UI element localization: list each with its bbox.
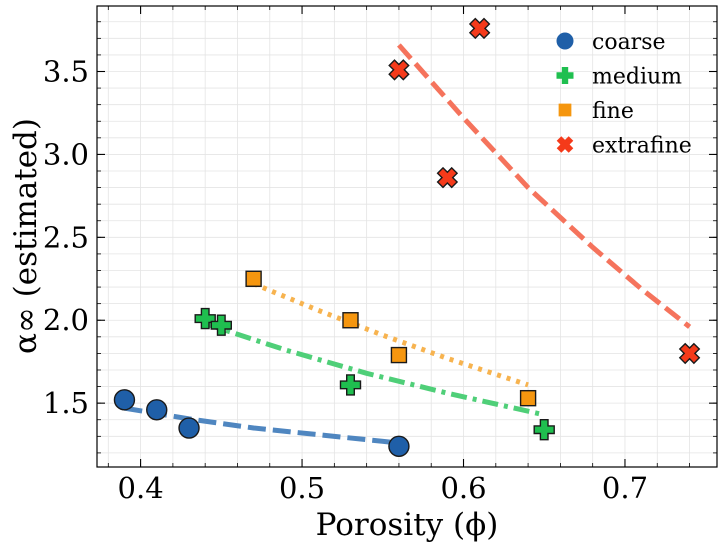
- point-medium: [194, 307, 216, 330]
- legend-marker-extrafine: [556, 136, 574, 153]
- y-tick-label: 2.5: [43, 220, 89, 254]
- point-medium: [339, 374, 362, 396]
- point-extrafine: [388, 59, 410, 81]
- legend-label-extrafine: extrafine: [592, 134, 692, 159]
- point-fine: [519, 389, 537, 407]
- plot-frame: [96, 5, 718, 468]
- fit-line-medium: [204, 321, 545, 418]
- legend: coarse medium fine extrafine: [556, 30, 692, 159]
- x-tick-label: 0.4: [118, 471, 164, 505]
- point-fine: [342, 312, 359, 329]
- point-medium: [210, 314, 232, 336]
- plot-area: [97, 6, 717, 467]
- x-tick-label: 0.7: [602, 471, 648, 505]
- y-tick-label: 2.0: [43, 303, 89, 337]
- point-medium: [533, 419, 555, 441]
- point-fine: [245, 270, 262, 287]
- x-tick-label: 0.5: [279, 471, 325, 505]
- legend-marker-medium: [556, 67, 574, 84]
- point-extrafine: [436, 166, 459, 189]
- point-coarse: [146, 399, 168, 421]
- legend-label-medium: medium: [592, 65, 682, 90]
- point-extrafine: [468, 17, 491, 40]
- legend-marker-coarse: [556, 32, 574, 50]
- legend-marker-fine: [558, 103, 572, 117]
- point-coarse: [388, 435, 410, 457]
- axis-ticks: 0.4 0.5 0.6 0.7 1.5 2.0 2.5 3.0 3.5: [43, 6, 717, 505]
- point-extrafine: [678, 342, 701, 365]
- y-tick-label: 3.0: [43, 137, 89, 171]
- data-points: [113, 17, 701, 457]
- point-fine: [390, 346, 408, 364]
- legend-label-coarse: coarse: [592, 30, 666, 55]
- y-axis-label: α∞ (estimated): [8, 118, 44, 354]
- x-axis-label: Porosity (ϕ): [316, 507, 499, 543]
- point-coarse: [113, 389, 136, 411]
- fit-line-extrafine: [397, 43, 692, 329]
- y-tick-label: 1.5: [43, 386, 89, 420]
- y-tick-label: 3.5: [43, 55, 89, 89]
- x-tick-label: 0.6: [440, 471, 486, 505]
- fit-lines: [123, 43, 692, 446]
- fit-line-coarse: [123, 405, 400, 446]
- legend-label-fine: fine: [592, 99, 634, 124]
- point-coarse: [178, 417, 200, 439]
